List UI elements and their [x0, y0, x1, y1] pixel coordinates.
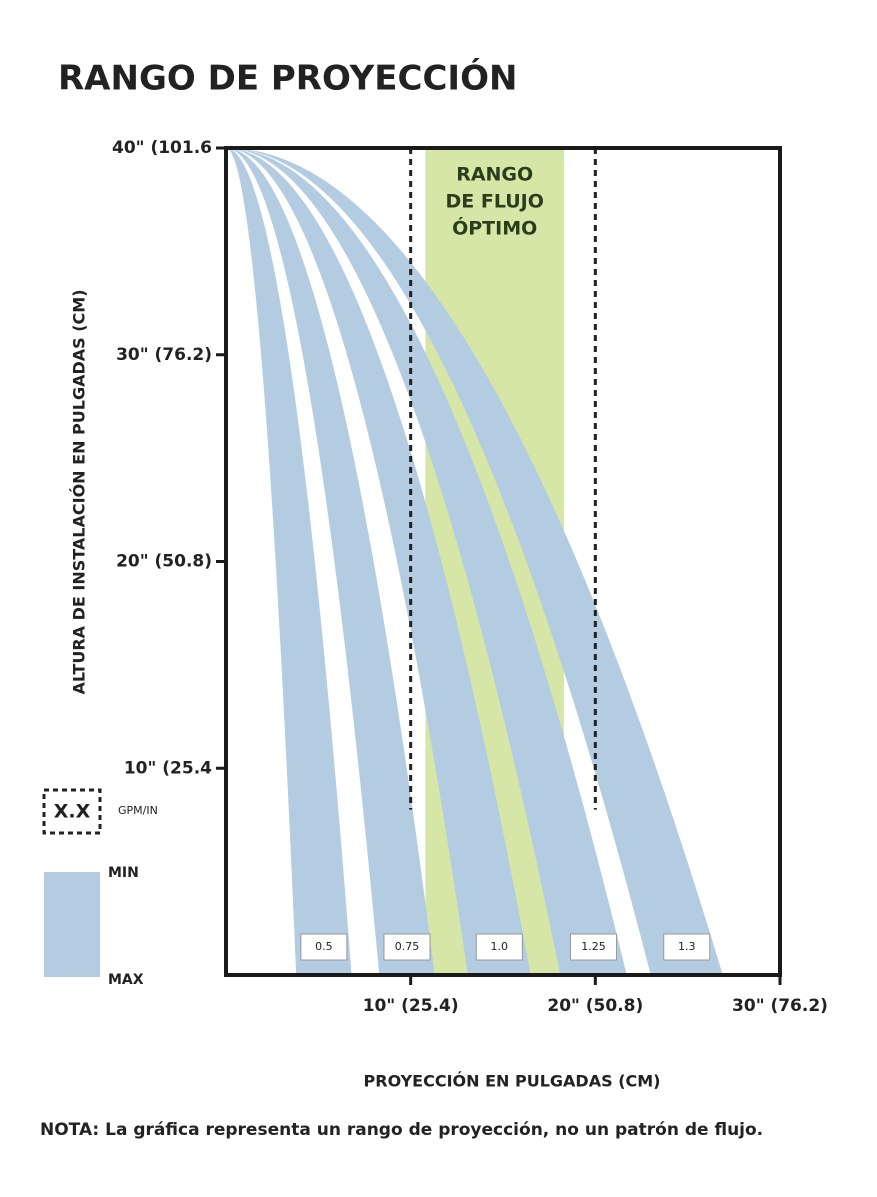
note: NOTA: La gráfica representa un rango de … — [40, 1120, 763, 1140]
band-label: 1.25 — [581, 940, 606, 953]
legend-box-text: X.X — [54, 801, 91, 823]
x-tick-label: 30" (76.2) — [732, 996, 828, 1016]
range-band — [226, 148, 723, 975]
range-band — [226, 148, 531, 975]
y-tick-label: 10" (25.4 — [124, 758, 212, 778]
band-label-box — [663, 933, 711, 961]
band-label: 1.0 — [491, 940, 509, 953]
range-band — [226, 148, 352, 975]
band-label: 0.5 — [315, 940, 333, 953]
legend-box — [42, 788, 102, 835]
x-tick-label: 20" (50.8) — [547, 996, 643, 1016]
band-label-box — [383, 933, 431, 961]
legend-max: MAX — [108, 972, 144, 988]
band-label-box — [300, 933, 348, 961]
legend-swatch — [44, 872, 100, 977]
band-label-box — [475, 933, 523, 961]
x-tick-label: 10" (25.4) — [363, 996, 459, 1016]
range-band — [226, 148, 435, 975]
optimal-range-label: RANGO — [456, 164, 533, 186]
legend-min: MIN — [108, 865, 139, 881]
chart-title: RANGO DE PROYECCIÓN — [58, 58, 517, 99]
band-label: 1.3 — [678, 940, 696, 953]
y-tick-label: 30" (76.2) — [116, 345, 212, 365]
y-tick-label: 20" (50.8) — [116, 552, 212, 572]
y-axis-title: ALTURA DE INSTALACIÓN EN PULGADAS (CM) — [70, 289, 89, 694]
legend-box-label: GPM/IN — [118, 804, 158, 817]
range-band — [226, 148, 627, 975]
band-label: 0.75 — [395, 940, 420, 953]
optimal-range-label: ÓPTIMO — [452, 216, 537, 240]
x-axis-title: PROYECCIÓN EN PULGADAS (CM) — [364, 1072, 661, 1091]
optimal-range-label: DE FLUJO — [445, 191, 543, 213]
y-tick-label: 40" (101.6 — [112, 138, 212, 158]
band-label-box — [569, 933, 617, 961]
